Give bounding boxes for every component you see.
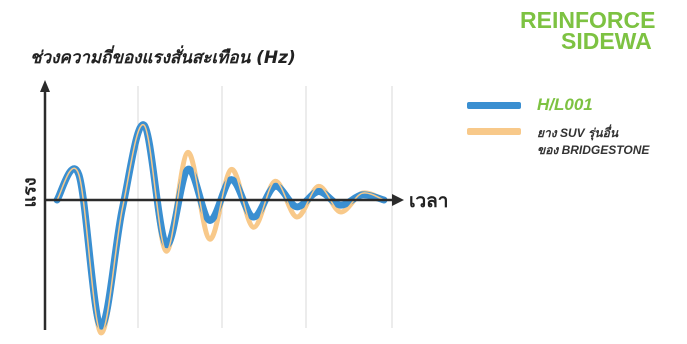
x-axis-arrow bbox=[392, 194, 404, 206]
x-axis-label: เวลา bbox=[409, 190, 449, 212]
heading-line-2: SIDEWA bbox=[561, 28, 652, 54]
legend-label-other-suv-line2: ของ BRIDGESTONE bbox=[537, 143, 650, 157]
heading-line-1: REINFORCE bbox=[520, 7, 656, 33]
legend-swatch-hl001 bbox=[467, 102, 521, 109]
y-axis-arrow bbox=[40, 80, 50, 92]
legend-label-hl001: H/L001 bbox=[537, 95, 593, 114]
chart-title: ช่วงความถี่ของแรงสั่นสะเทือน (Hz) bbox=[30, 48, 296, 68]
series-line-hl001 bbox=[53, 121, 388, 330]
y-axis-label: แรง bbox=[19, 177, 41, 208]
series-line-other-suv-core bbox=[56, 124, 385, 334]
legend-swatch-other-suv bbox=[467, 128, 521, 135]
legend-label-other-suv-line1: ยาง SUV รุ่นอื่น bbox=[537, 126, 619, 140]
